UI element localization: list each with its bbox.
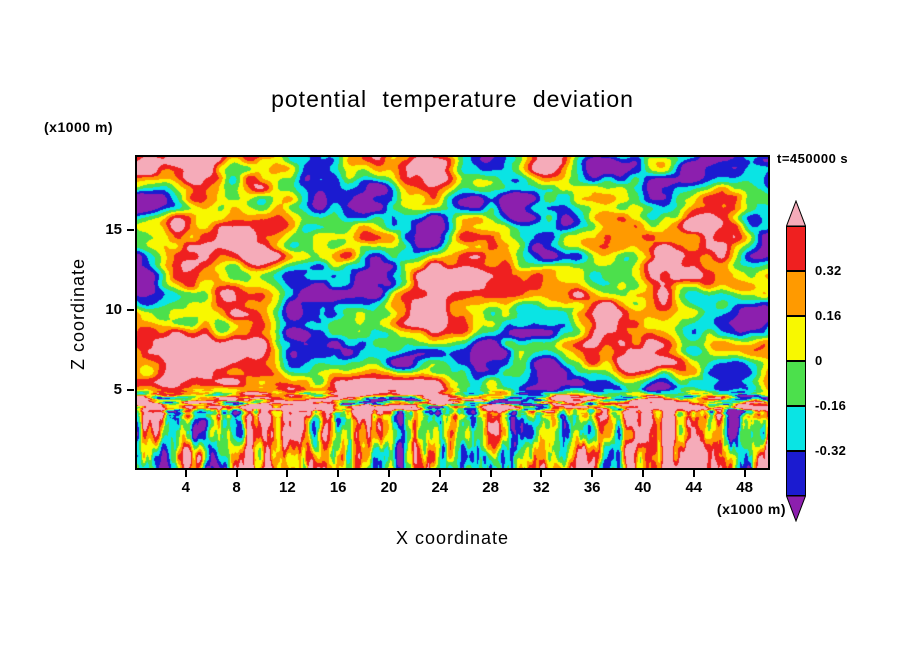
x-tick-label: 32 [533,479,550,496]
colorbar-band [786,406,806,451]
x-tick-label: 8 [232,479,241,496]
colorbar-tick-label: 0.32 [815,263,842,278]
y-axis-unit-label: (x1000 m) [44,119,114,135]
y-tick-mark [127,309,134,312]
colorbar-tick-label: -0.32 [815,443,847,458]
y-tick-label: 15 [105,221,122,239]
colorbar-tick-label: -0.16 [815,398,847,413]
x-tick-label: 28 [482,479,499,496]
colorbar-tick-label: 0 [815,353,823,368]
x-tick-mark [337,470,340,477]
y-tick-mark [127,389,134,392]
x-tick-mark [540,470,543,477]
x-axis-title: X coordinate [395,528,510,548]
colorbar-top-arrow-icon [786,200,806,226]
x-tick-label: 4 [181,479,190,496]
time-annotation: t=450000 s [777,151,849,166]
x-tick-mark [438,470,441,477]
colorbar-tick-label: 0.16 [815,308,842,323]
y-tick-label: 5 [113,381,122,399]
x-tick-mark [692,470,695,477]
x-tick-mark [388,470,390,477]
colorbar-band [786,361,806,406]
x-tick-mark [591,470,594,477]
colorbar-band [786,226,806,271]
colorbar-band [786,316,806,361]
colorbar-band [786,451,806,496]
contour-field-canvas [135,155,770,470]
colorbar-bottom-arrow-icon [786,496,806,522]
x-tick-label: 12 [279,479,296,496]
x-tick-mark [642,470,644,477]
x-tick-label: 20 [380,479,398,496]
x-tick-label: 48 [736,479,753,496]
x-tick-label: 16 [329,479,347,496]
x-tick-mark [184,470,187,477]
x-axis-unit-label: (x1000 m) [716,501,786,517]
x-tick-label: 24 [431,479,449,496]
x-tick-label: 40 [634,479,652,496]
x-tick-label: 44 [685,479,703,496]
x-tick-mark [286,470,289,477]
x-tick-mark [235,470,238,477]
colorbar-band [786,271,806,316]
chart-title: potential temperature deviation [271,86,634,112]
y-tick-label: 10 [105,301,122,319]
x-tick-mark [743,470,746,477]
y-tick-mark [127,229,134,232]
x-tick-label: 36 [583,479,601,496]
x-tick-mark [489,470,492,477]
